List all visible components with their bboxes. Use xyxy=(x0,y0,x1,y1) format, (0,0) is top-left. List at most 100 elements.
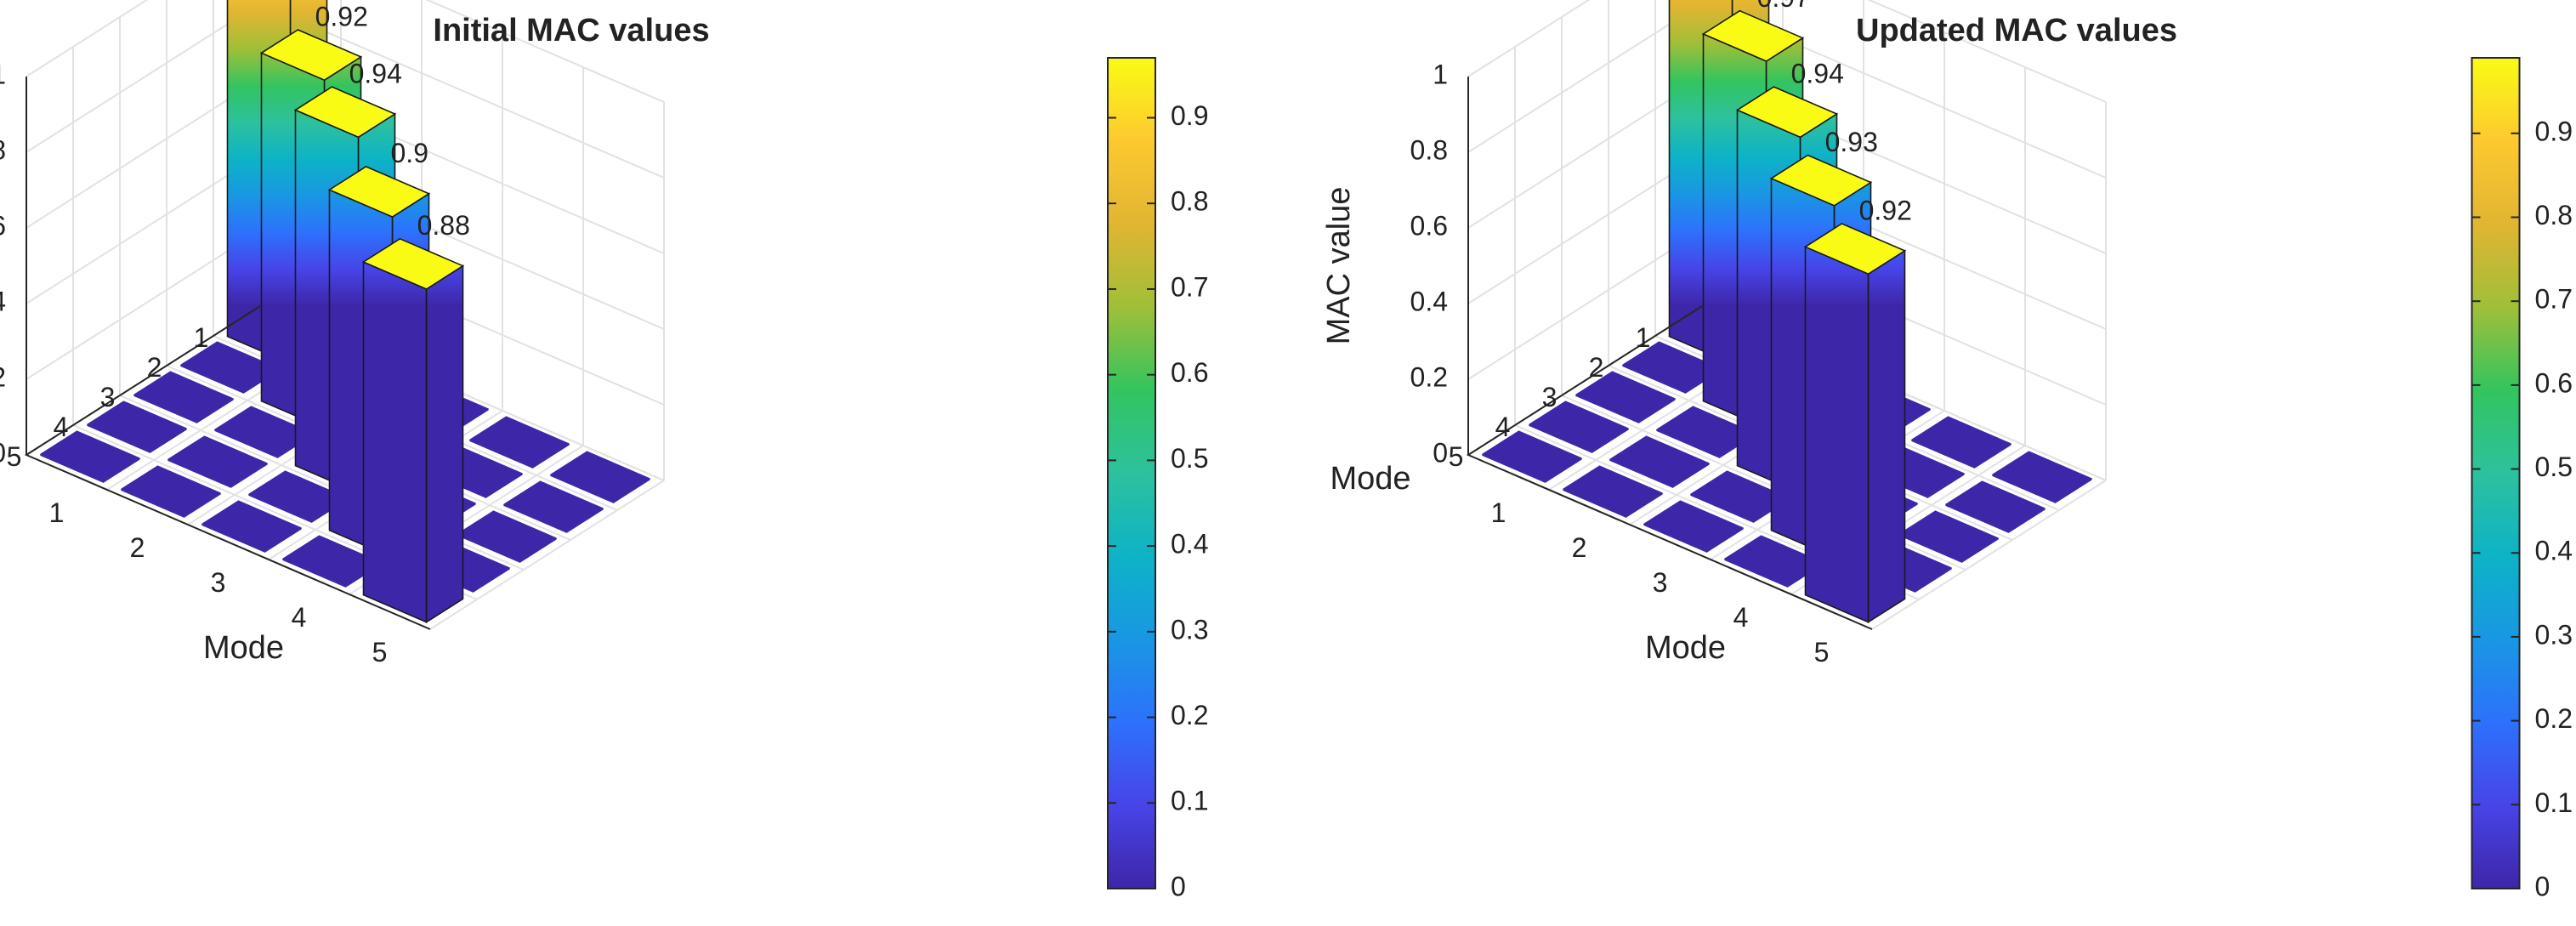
bar-5-3 xyxy=(1898,510,2000,564)
z-tick-label: 1 xyxy=(0,59,6,89)
z-tick-label: 0.8 xyxy=(1410,134,1448,165)
bar-1-3 xyxy=(133,371,235,424)
y-axis-title: Mode xyxy=(1330,461,1410,497)
z-tick-label: 0 xyxy=(1433,437,1448,468)
bar-2-3 xyxy=(1655,406,1757,459)
x-tick-label: 2 xyxy=(130,532,145,563)
bar-face-front xyxy=(362,260,428,623)
bar-face-top xyxy=(213,406,315,457)
bar-face-top xyxy=(259,29,363,82)
bar-face-top xyxy=(1609,435,1711,487)
y-tick-label: 5 xyxy=(7,441,22,472)
bar-face-top xyxy=(1528,401,1630,452)
bar-face-top xyxy=(86,401,188,452)
value-label: 0.88 xyxy=(417,210,470,241)
value-label: 0.94 xyxy=(1791,58,1844,88)
bar-3-5 xyxy=(201,500,303,554)
x-tick-label: 5 xyxy=(372,637,388,668)
bar-face-top xyxy=(1655,406,1757,457)
z-tick-label: 0.8 xyxy=(0,134,6,165)
chart-title: Initial MAC values xyxy=(433,13,709,48)
bar-1-4 xyxy=(86,401,188,454)
x-tick-label: 1 xyxy=(1491,497,1506,528)
colorbar: 0 0.1 0.2 0.3 0.4 0.5 0.6 0.7 0.8 0.9 xyxy=(2471,57,2573,901)
bar-face-top xyxy=(293,86,397,139)
bar-1-3 xyxy=(1575,371,1677,424)
x-tick-label: 3 xyxy=(1653,567,1668,598)
bar-5-3 xyxy=(456,510,558,564)
colorbar-tick-label: 0.5 xyxy=(2535,452,2573,482)
bar-5-5 xyxy=(361,237,465,624)
bar-face-top xyxy=(1735,86,1839,139)
bar-face-top xyxy=(1562,465,1664,517)
x-tick-label: 4 xyxy=(292,602,307,633)
bar-face-top xyxy=(1481,430,1583,482)
bar-4-1 xyxy=(468,416,570,469)
colorbar-tick-label: 0 xyxy=(1171,871,1186,901)
bars xyxy=(39,0,651,624)
bar-face-top xyxy=(327,165,431,219)
bar-1-5 xyxy=(39,430,141,484)
colorbar-tick-label: 0.1 xyxy=(2535,787,2573,818)
z-tick-label: 0.4 xyxy=(1410,286,1448,316)
bar-face-top xyxy=(1944,480,2046,532)
colorbar-tick-label: 0.2 xyxy=(2535,703,2573,734)
colorbar-scale xyxy=(2471,57,2521,889)
bar-3-5 xyxy=(1643,500,1745,554)
bar-face-top xyxy=(1701,9,1805,62)
bar-face-top xyxy=(201,500,303,552)
y-tick-label: 1 xyxy=(1636,322,1651,353)
colorbar-tick-label: 0.4 xyxy=(2535,536,2573,566)
bar-5-1 xyxy=(1991,451,2093,504)
floor-axes xyxy=(1466,305,1873,630)
x-tick-label: 1 xyxy=(49,497,65,528)
bar-face-top xyxy=(281,535,383,587)
colorbar-tick-label: 0.7 xyxy=(1171,271,1208,302)
x-axis-title: Mode xyxy=(203,630,284,666)
bar-face-top xyxy=(549,451,651,503)
panel-initial-mac: 0.970.920.940.90.8800.20.40.60.811234512… xyxy=(0,0,1208,901)
bar-face-side xyxy=(425,264,464,624)
bar-face-top xyxy=(1689,470,1791,522)
colorbar-tick-label: 0.9 xyxy=(1171,100,1208,131)
colorbar-tick-label: 0.1 xyxy=(1171,786,1208,816)
bar-face-top xyxy=(247,470,349,522)
x-axis-title: Mode xyxy=(1645,630,1726,666)
bar-face-top xyxy=(167,435,269,487)
z-tick-label: 0.6 xyxy=(0,210,6,241)
y-tick-label: 2 xyxy=(1589,352,1604,383)
z-tick-label: 0.6 xyxy=(1410,210,1448,241)
colorbar-tick-label: 0.3 xyxy=(2535,619,2573,650)
bar-2-4 xyxy=(167,435,269,489)
bar-face-top xyxy=(1769,154,1873,207)
bar-4-1 xyxy=(1910,416,2012,469)
bar-5-5 xyxy=(1803,223,1907,624)
colorbar-tick-label: 0.3 xyxy=(1171,614,1208,645)
bar-face-top xyxy=(1621,341,1723,393)
z-tick-label: 0.4 xyxy=(0,286,6,316)
value-label: 0.92 xyxy=(315,1,368,31)
bar-face-top xyxy=(468,416,570,468)
colorbar-tick-label: 0.7 xyxy=(2535,284,2573,315)
bar-face-top xyxy=(1723,535,1825,587)
bar-face-top xyxy=(1991,451,2093,503)
x-tick-label: 5 xyxy=(1814,637,1830,668)
z-tick-label: 0.2 xyxy=(1410,361,1448,392)
bar-face-top xyxy=(502,480,604,532)
colorbar-tick-label: 0.8 xyxy=(1171,186,1208,217)
z-tick-label: 0.2 xyxy=(0,361,6,392)
colorbar: 0 0.1 0.2 0.3 0.4 0.5 0.6 0.7 0.8 0.9 xyxy=(1107,57,1208,901)
y-tick-label: 4 xyxy=(1495,412,1511,442)
colorbar-tick-label: 0.4 xyxy=(1171,529,1208,560)
bar-face-top xyxy=(1898,510,2000,562)
bar-face-top xyxy=(179,341,281,393)
bar-1-5 xyxy=(1481,430,1583,484)
colorbar-scale xyxy=(1107,57,1156,889)
bar-face-top xyxy=(120,465,222,517)
y-tick-label: 3 xyxy=(1542,382,1558,412)
bar-2-4 xyxy=(1609,435,1711,489)
bar-face-top xyxy=(39,430,141,482)
x-tick-label: 4 xyxy=(1733,602,1749,633)
bar-face-side xyxy=(1867,249,1906,624)
